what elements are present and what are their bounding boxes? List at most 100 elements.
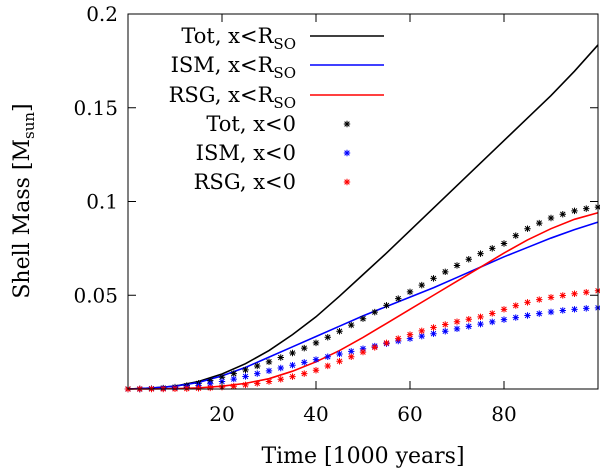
series-4 (124, 304, 600, 393)
x-tick-label: 40 (303, 402, 328, 426)
series-point (430, 330, 437, 337)
legend-label-main: RSG, x<R (169, 83, 275, 107)
series-point (395, 335, 402, 342)
series-point (442, 321, 449, 328)
series-point (359, 345, 367, 352)
legend-label-sub: SO (273, 35, 296, 53)
series-point (230, 370, 237, 377)
series-point (348, 348, 355, 355)
y-tick-label: 0.1 (86, 190, 118, 214)
legend-label: Tot, x<0 (206, 112, 296, 136)
series-point (371, 344, 378, 351)
series-point (512, 314, 519, 321)
series-point (418, 327, 425, 335)
series-point (489, 310, 496, 317)
series-point (524, 225, 531, 232)
series-point (430, 324, 437, 331)
series-point (348, 353, 355, 360)
series-point (524, 312, 531, 319)
y-tick-label: 0.15 (73, 96, 118, 120)
legend-point-sample (343, 178, 351, 186)
series-point (301, 359, 308, 366)
series-point (371, 308, 378, 316)
series-point (571, 207, 578, 215)
y-axis-label: Shell Mass [Msun] (10, 103, 38, 298)
series-point (312, 356, 320, 363)
y-axis-label-sub: sun (20, 112, 38, 139)
series-point (301, 370, 308, 377)
series-point (477, 320, 484, 328)
series-point (336, 328, 343, 335)
series-point (583, 205, 590, 212)
series-point (583, 289, 590, 296)
legend-label: Tot, x<RSO (181, 24, 296, 53)
series-point (383, 302, 390, 309)
series-point (547, 308, 555, 316)
series-point (477, 313, 484, 321)
legend-label: RSG, x<RSO (169, 83, 296, 112)
series-point (277, 354, 284, 361)
series-point (359, 315, 367, 322)
series-point (559, 292, 566, 299)
series-point (571, 306, 578, 313)
series-point (242, 366, 249, 374)
series-point (312, 339, 320, 347)
series-point (265, 358, 273, 366)
series-point (254, 370, 261, 377)
series-point (536, 219, 543, 227)
x-tick-label: 60 (397, 402, 422, 426)
series-point (242, 373, 249, 380)
series-point (524, 299, 531, 306)
series-point (230, 382, 237, 390)
series-point (536, 310, 543, 317)
series-point (465, 323, 472, 330)
series-point (359, 348, 367, 356)
legend-label-main: ISM, x<0 (196, 141, 296, 165)
series-point (512, 302, 519, 309)
series-point (277, 364, 284, 372)
series-point (430, 275, 437, 282)
series-point (336, 350, 343, 358)
series-point (465, 316, 472, 323)
series-point (583, 305, 590, 312)
series-point (289, 373, 296, 380)
series-point (489, 318, 496, 326)
series-point (559, 307, 566, 314)
series-point (477, 250, 484, 257)
series-point (500, 316, 508, 323)
legend-label-main: ISM, x<R (171, 53, 275, 77)
series-point (289, 349, 296, 357)
series-point (536, 296, 543, 303)
series-point (289, 361, 296, 369)
legend-point-sample (343, 149, 351, 157)
legend-label: ISM, x<RSO (171, 53, 296, 82)
y-tick-label: 0.05 (73, 283, 118, 307)
series-line (128, 211, 599, 390)
series-point (207, 384, 214, 392)
series-point (348, 321, 355, 329)
series-line (127, 44, 599, 390)
series-point (312, 367, 320, 374)
legend-label-main: Tot, x<R (181, 24, 274, 48)
y-axis-label-end: ] (10, 103, 35, 112)
series-point (418, 281, 425, 289)
legend-label: ISM, x<0 (196, 141, 296, 165)
series-point (207, 380, 214, 387)
series-point (324, 362, 331, 370)
series-point (265, 378, 273, 385)
series-point (500, 240, 508, 247)
series-point (406, 335, 414, 342)
series-point (230, 375, 237, 383)
series-point (453, 318, 461, 325)
series-point (453, 325, 461, 333)
series-point (254, 380, 261, 387)
series-0 (127, 44, 599, 390)
series-point (559, 211, 566, 218)
series-point (465, 256, 472, 263)
series-point (254, 362, 261, 370)
series-point (265, 367, 273, 375)
y-tick-label: 0.2 (86, 2, 118, 26)
legend-label-main: Tot, x<0 (206, 112, 296, 136)
series-point (512, 232, 519, 239)
